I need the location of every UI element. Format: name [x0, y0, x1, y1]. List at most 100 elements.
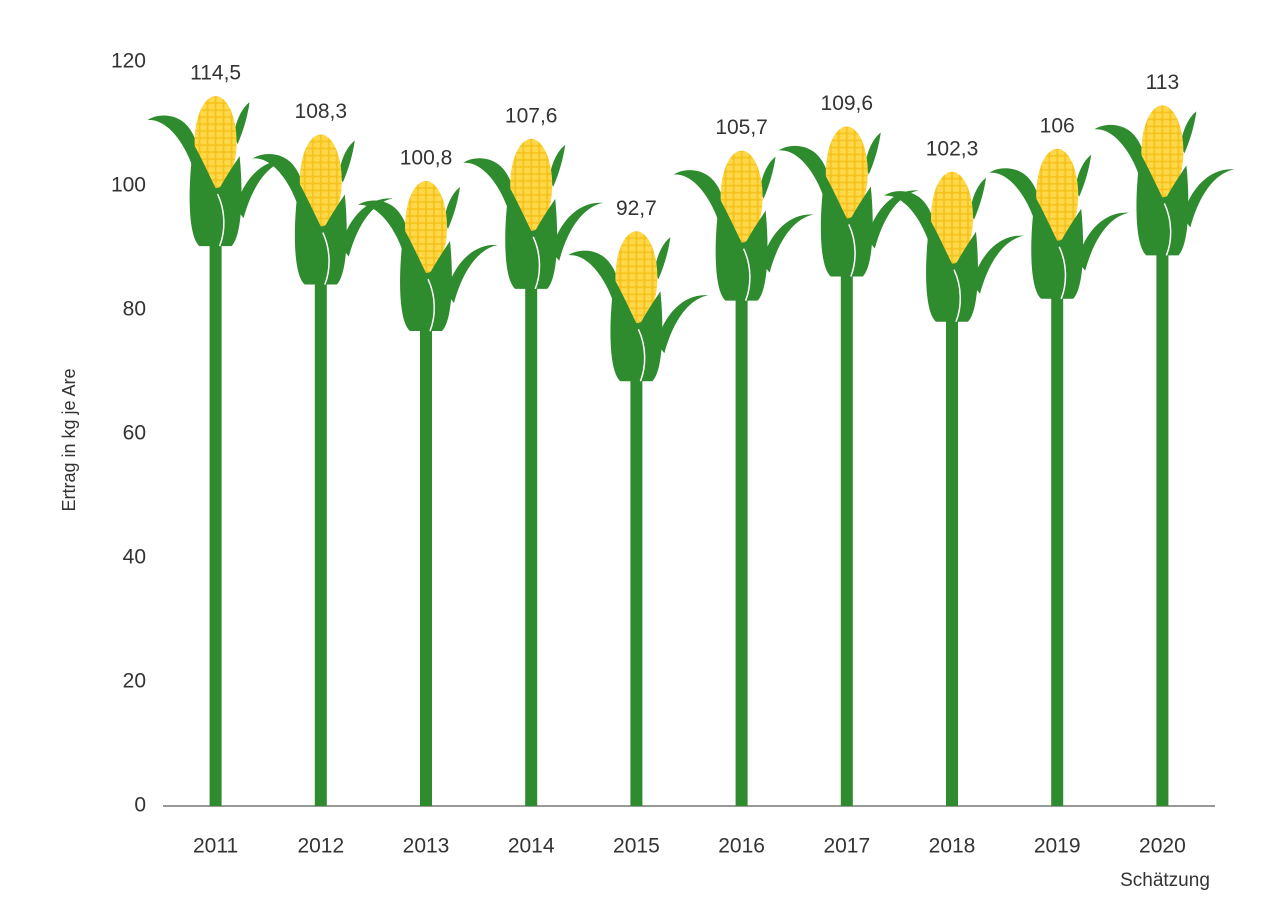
value-label: 114,5 [190, 62, 241, 85]
corn-husk [294, 182, 347, 285]
corn-cob [931, 171, 973, 264]
corn-cob [405, 181, 447, 274]
corn-vein [1058, 246, 1067, 300]
corn-leaf [970, 177, 986, 220]
y-tick-label: 20 [123, 670, 146, 693]
y-tick-label: 80 [123, 298, 146, 321]
value-label: 109,6 [821, 92, 874, 115]
corn-vein [322, 232, 330, 285]
x-tick-label: 2016 [718, 835, 765, 858]
bar [946, 211, 958, 807]
x-tick-label: 2011 [193, 835, 238, 858]
corn-vein [637, 328, 646, 382]
bar [420, 221, 432, 807]
corn-icon [463, 138, 604, 290]
x-tick-label: 2015 [613, 835, 660, 858]
corn-icon [989, 148, 1130, 300]
corn-leaf [446, 244, 498, 304]
x-tick-label: 2018 [929, 835, 976, 858]
corn-leaf [549, 144, 566, 187]
corn-leaf [463, 158, 518, 229]
corn-vein [427, 278, 435, 332]
corn-leaf [338, 140, 355, 183]
corn-leaf [656, 295, 709, 354]
corn-husk [505, 186, 558, 289]
corn-icon [568, 231, 709, 382]
corn-icon [147, 96, 288, 247]
corn-vein [742, 248, 751, 301]
corn-leaf [761, 214, 814, 273]
corn-leaf [551, 202, 604, 261]
corn-leaf [654, 237, 671, 280]
value-label: 113 [1146, 71, 1179, 94]
x-tick-label: 2013 [403, 835, 450, 858]
y-tick-label: 120 [111, 50, 146, 73]
value-label: 92,7 [616, 197, 657, 220]
x-tick-label: 2014 [508, 835, 555, 858]
x-tick-label: 2019 [1034, 835, 1081, 858]
corn-husk [610, 279, 663, 382]
bar [630, 271, 643, 806]
corn-leaf [233, 102, 250, 145]
corn-icon [673, 150, 814, 301]
corn-leaf [673, 170, 728, 241]
bar [735, 190, 748, 806]
corn-leaf [358, 200, 412, 272]
corn-leaf [252, 153, 307, 225]
corn-leaf [1180, 111, 1197, 154]
bar [840, 166, 853, 807]
corn-vein [848, 224, 856, 277]
bar [209, 136, 222, 807]
corn-leaf [1075, 154, 1092, 197]
corn-leaf [759, 156, 776, 199]
y-tick-label: 40 [123, 546, 146, 569]
corn-icon [884, 171, 1024, 323]
x-tick-label: 2020 [1139, 835, 1186, 858]
corn-vein [216, 193, 225, 247]
y-tick-label: 60 [123, 422, 146, 445]
bar [1051, 188, 1064, 807]
corn-husk [189, 144, 242, 247]
corn-cob [825, 126, 868, 219]
corn-cob [194, 96, 237, 189]
corn-husk [715, 198, 768, 301]
corn-husk [1136, 153, 1189, 256]
corn-vein [1163, 203, 1172, 256]
corn-husk [400, 229, 452, 332]
bar [314, 174, 327, 807]
value-label: 105,7 [715, 116, 768, 139]
corn-leaf [864, 132, 881, 175]
x-tick-label: 2012 [297, 835, 344, 858]
corn-husk [1031, 196, 1084, 299]
bar [1156, 145, 1169, 806]
corn-icon [1094, 105, 1235, 256]
y-tick-label: 100 [111, 174, 146, 197]
bar [525, 178, 538, 806]
corn-leaf [866, 190, 919, 249]
corn-icon [778, 126, 919, 277]
corn-cob [299, 134, 342, 227]
corn-leaf [147, 115, 202, 187]
corn-vein [532, 236, 541, 290]
corn-leaf [235, 159, 288, 219]
corn-leaf [972, 235, 1024, 294]
corn-icon [252, 134, 393, 285]
corn-husk [926, 219, 978, 322]
x-tick-label: 2017 [823, 835, 870, 858]
corn-leaf [1077, 212, 1130, 271]
corn-leaf [1182, 169, 1235, 228]
corn-cob [720, 150, 763, 243]
corn-cob [1141, 105, 1184, 198]
corn-leaf [1094, 124, 1149, 196]
corn-leaf [340, 198, 393, 257]
corn-leaf [778, 145, 833, 217]
corn-leaf [884, 191, 938, 262]
corn-leaf [989, 168, 1044, 239]
corn-husk [820, 174, 873, 277]
corn-vein [953, 269, 961, 323]
value-label: 108,3 [295, 100, 348, 123]
corn-icon [358, 181, 498, 332]
y-axis-label: Ertrag in kg je Are [59, 368, 79, 511]
